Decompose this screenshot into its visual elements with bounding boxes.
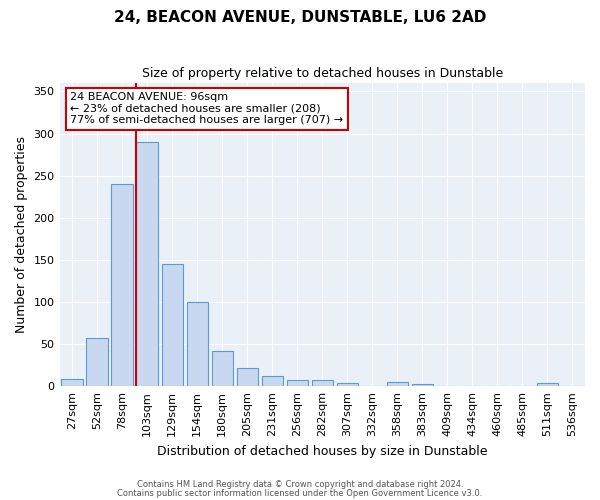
Text: Contains public sector information licensed under the Open Government Licence v3: Contains public sector information licen… (118, 488, 482, 498)
Bar (262, 376, 283, 386)
Bar (112, 184, 133, 386)
Bar (187, 302, 208, 386)
Text: 24 BEACON AVENUE: 96sqm
← 23% of detached houses are smaller (208)
77% of semi-d: 24 BEACON AVENUE: 96sqm ← 23% of detache… (70, 92, 343, 126)
Title: Size of property relative to detached houses in Dunstable: Size of property relative to detached ho… (142, 68, 503, 80)
Bar (287, 380, 308, 386)
Bar (311, 380, 333, 386)
Bar (387, 382, 408, 386)
Bar (136, 142, 158, 386)
Text: Contains HM Land Registry data © Crown copyright and database right 2024.: Contains HM Land Registry data © Crown c… (137, 480, 463, 489)
Bar (161, 264, 183, 386)
Bar (236, 368, 258, 386)
Y-axis label: Number of detached properties: Number of detached properties (15, 136, 28, 333)
Bar (412, 384, 433, 386)
Bar (212, 351, 233, 386)
Bar (86, 338, 108, 386)
Text: 24, BEACON AVENUE, DUNSTABLE, LU6 2AD: 24, BEACON AVENUE, DUNSTABLE, LU6 2AD (114, 10, 486, 25)
Bar (61, 380, 83, 386)
Bar (537, 383, 558, 386)
X-axis label: Distribution of detached houses by size in Dunstable: Distribution of detached houses by size … (157, 444, 488, 458)
Bar (337, 383, 358, 386)
